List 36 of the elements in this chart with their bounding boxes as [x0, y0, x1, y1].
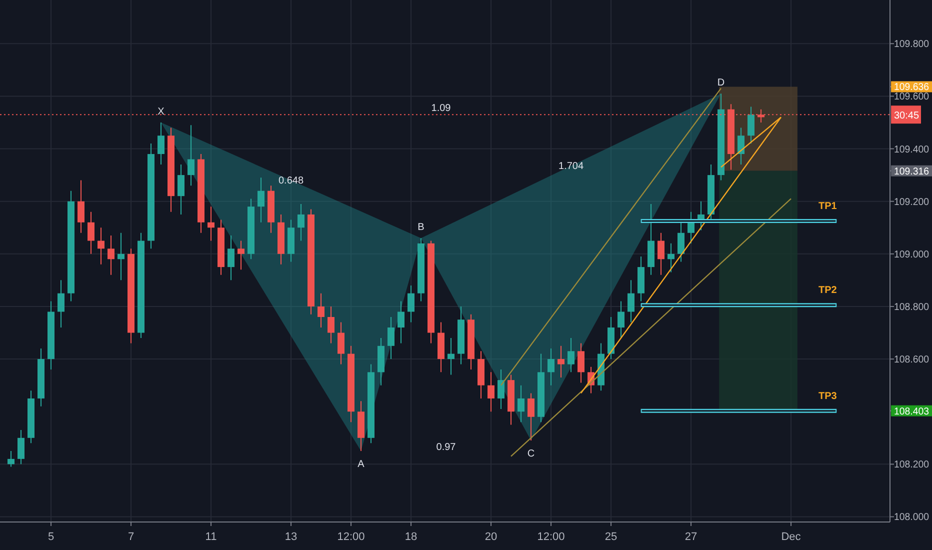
y-tick-label: 108.200 — [894, 460, 930, 471]
y-tick-label: 109.636 — [894, 82, 930, 94]
ref-line-label: TP2 — [818, 285, 838, 296]
annotation: 1.09 — [431, 103, 452, 114]
annotation: D — [717, 78, 725, 89]
annotation: B — [418, 222, 425, 234]
y-tick-label: 108.800 — [894, 302, 930, 313]
x-tick-label: 27 — [684, 531, 698, 543]
y-tick-label: 109.400 — [894, 144, 930, 156]
x-tick-label: 13 — [284, 531, 298, 543]
x-tick-label: 11 — [205, 531, 217, 543]
y-tick-label: 109.200 — [894, 196, 930, 208]
text: 30:45 — [894, 110, 920, 122]
annotation: C — [527, 448, 535, 460]
ref-line-label: TP3 — [818, 390, 838, 402]
annotation: X — [158, 106, 165, 118]
x-tick-label: Dec — [781, 531, 802, 543]
x-tick-label: 7 — [128, 531, 134, 543]
y-tick-label: 109.000 — [894, 249, 930, 260]
x-tick-label: 5 — [48, 531, 54, 543]
y-tick-label: 108.403 — [894, 406, 930, 418]
x-tick-label: 20 — [484, 531, 498, 543]
annotation: 0.97 — [436, 442, 456, 453]
y-tick-label: 109.600 — [894, 92, 930, 103]
x-tick-label: 12:00 — [537, 531, 565, 543]
annotation: A — [358, 459, 365, 470]
y-tick-label: 108.000 — [894, 512, 930, 524]
annotation: 1.704 — [558, 160, 584, 172]
x-tick-label: 12:00 — [337, 531, 365, 543]
y-tick-label: 109.316 — [894, 166, 930, 178]
y-tick-label: 108.600 — [894, 354, 930, 366]
y-tick-label: 109.800 — [894, 39, 930, 50]
x-tick-label: 18 — [404, 531, 418, 543]
ref-line-label: TP1 — [818, 201, 838, 212]
x-tick-label: 25 — [604, 531, 618, 543]
annotation: 0.648 — [278, 175, 304, 186]
